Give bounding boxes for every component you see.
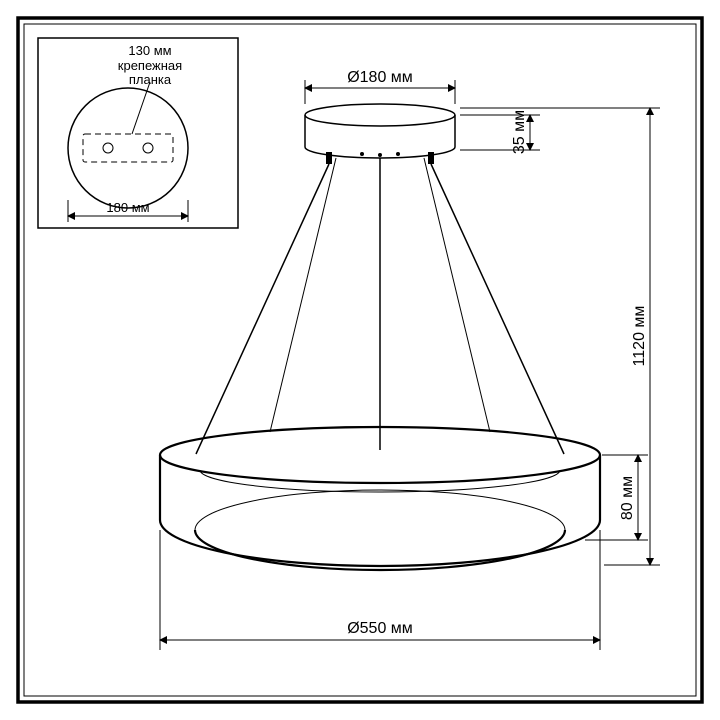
inner-frame bbox=[24, 24, 696, 696]
canopy-top-view bbox=[68, 88, 188, 208]
mounting-bracket-detail: 130 мм крепежная планка 180 мм bbox=[38, 38, 238, 228]
mounting-bracket bbox=[83, 134, 173, 162]
screw-hole-left bbox=[103, 143, 113, 153]
total-height-label: 1120 мм bbox=[631, 306, 648, 367]
pendant-lamp-elevation: Ø180 мм 35 мм 1120 мм 80 мм bbox=[160, 69, 660, 650]
detail-diam-label: 180 мм bbox=[106, 200, 149, 215]
technical-drawing: 130 мм крепежная планка 180 мм bbox=[0, 0, 720, 720]
canopy-height-label: 35 мм bbox=[511, 110, 528, 154]
canopy bbox=[305, 104, 455, 164]
ring-height-label: 80 мм bbox=[619, 476, 636, 520]
ring-diam-label: Ø550 мм bbox=[347, 620, 413, 637]
bracket-name-label-2: планка bbox=[129, 72, 172, 87]
outer-frame bbox=[18, 18, 702, 702]
screw-hole-right bbox=[143, 143, 153, 153]
dim-ring-height: 80 мм bbox=[585, 455, 648, 540]
dim-canopy-height: 35 мм bbox=[460, 110, 540, 154]
bracket-width-label: 130 мм bbox=[128, 43, 171, 58]
suspension-wires bbox=[196, 158, 564, 454]
bracket-name-label-1: крепежная bbox=[118, 58, 182, 73]
dim-canopy-diameter: Ø180 мм bbox=[305, 69, 455, 104]
dim-ring-diameter: Ø550 мм bbox=[160, 530, 600, 650]
canopy-diam-label: Ø180 мм bbox=[347, 69, 413, 86]
